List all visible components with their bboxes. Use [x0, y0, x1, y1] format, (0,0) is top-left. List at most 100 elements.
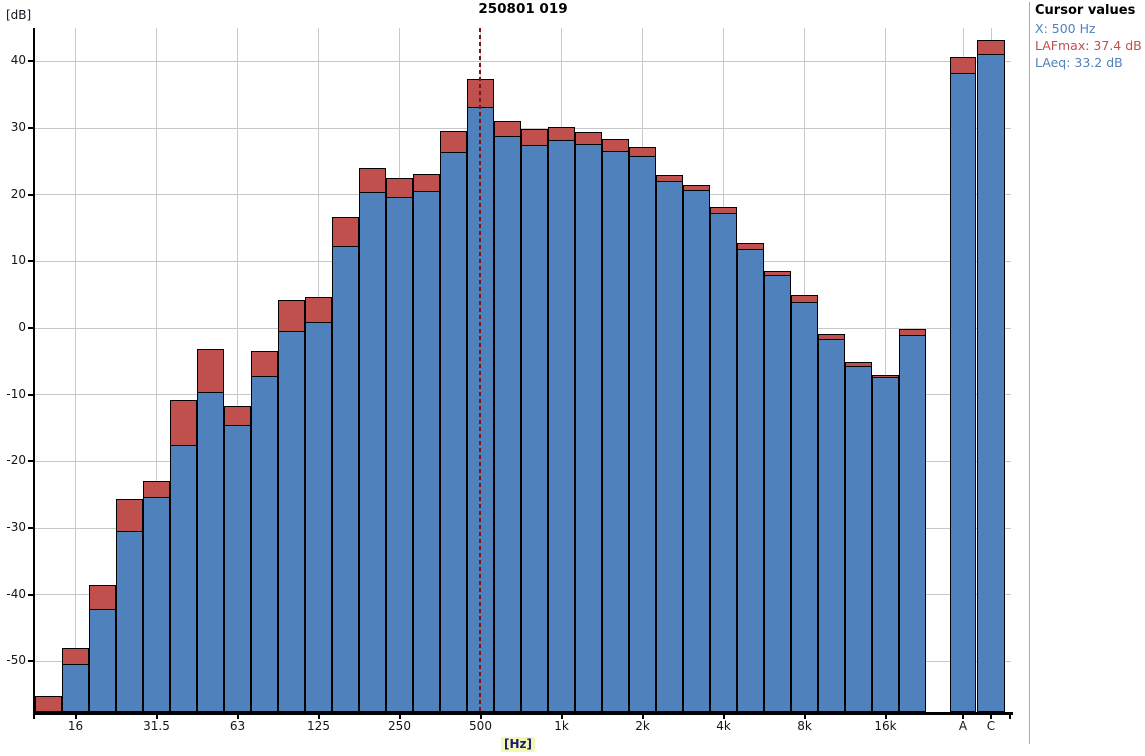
spectrum-chart[interactable]: 250801 019 [dB] [Hz] 40 30 20 10 0 -10 -20 -30 -… — [0, 0, 1030, 756]
bar-lafmax-1.25k[interactable] — [575, 132, 602, 145]
bar-lafmax-6.3k[interactable] — [764, 270, 791, 277]
bar-laeq-5k[interactable] — [737, 249, 764, 712]
x-tick-label-16: 16 — [67, 719, 84, 733]
bar-lafmax-400[interactable] — [440, 131, 467, 153]
bar-laeq-1.6k[interactable] — [602, 150, 629, 712]
bar-laeq-6.3k[interactable] — [764, 275, 791, 712]
bar-lafmax-20[interactable] — [89, 585, 116, 611]
bar-lafmax-31.5[interactable] — [143, 480, 170, 498]
bar-laeq-3.15k[interactable] — [683, 190, 710, 712]
bar-lafmax-1.6k[interactable] — [602, 138, 629, 152]
bar-laeq-25[interactable] — [116, 531, 143, 712]
x-tick-label-4k: 4k — [716, 719, 731, 733]
bar-laeq-10k[interactable] — [818, 338, 845, 712]
bar-lafmax-16[interactable] — [62, 648, 89, 665]
bar-lafmax-A[interactable] — [950, 57, 976, 74]
bar-lafmax-63[interactable] — [224, 406, 251, 427]
bar-laeq-4k[interactable] — [710, 212, 737, 712]
plot-area[interactable] — [35, 28, 1011, 712]
bar-lafmax-12.5k[interactable] — [845, 362, 872, 367]
bar-laeq-50[interactable] — [197, 392, 224, 712]
bar-lafmax-80[interactable] — [251, 351, 278, 377]
bar-lafmax-8k[interactable] — [791, 295, 818, 303]
bar-laeq-16k[interactable] — [872, 377, 899, 712]
y-tick--50 — [28, 660, 33, 663]
x-tick-250 — [398, 715, 401, 719]
bar-laeq-20k[interactable] — [899, 335, 926, 712]
h-gridline-30db — [35, 127, 1011, 129]
cursor-line[interactable] — [479, 28, 481, 712]
bar-laeq-12.5k[interactable] — [845, 366, 872, 712]
cursor-values-heading: Cursor values — [1035, 3, 1136, 18]
bar-laeq-8k[interactable] — [791, 302, 818, 712]
x-axis-line — [33, 712, 1013, 715]
y-tick--10 — [28, 393, 33, 396]
bar-laeq-200[interactable] — [359, 192, 386, 712]
y-tick--30 — [28, 527, 33, 529]
bar-laeq-800[interactable] — [521, 144, 548, 712]
x-tick-axis-start — [33, 715, 35, 719]
bar-laeq-1.25k[interactable] — [575, 144, 602, 712]
bar-laeq-A[interactable] — [950, 72, 976, 712]
x-tick-63 — [236, 715, 239, 719]
x-tick-500 — [479, 715, 482, 719]
y-tick-label--10: -10 — [6, 386, 26, 401]
bar-laeq-16[interactable] — [62, 664, 89, 712]
bar-lafmax-125[interactable] — [305, 297, 332, 323]
bar-lafmax-200[interactable] — [359, 168, 386, 193]
cursor-x-value: X: 500 Hz — [1035, 21, 1096, 36]
bar-lafmax-100[interactable] — [278, 300, 305, 333]
h-gridline-40db — [35, 60, 1011, 62]
x-tick-31.5 — [155, 715, 158, 719]
bar-lafmax-20k[interactable] — [899, 328, 926, 337]
y-tick-label-40: 40 — [10, 53, 26, 68]
bar-lafmax-12.5[interactable] — [35, 696, 62, 712]
bar-laeq-63[interactable] — [224, 425, 251, 712]
bar-lafmax-2k[interactable] — [629, 146, 656, 157]
x-tick-label-63: 63 — [229, 719, 246, 733]
chart-title: 250801 019 — [478, 1, 568, 17]
x-tick-16k — [884, 715, 887, 719]
y-tick-label--50: -50 — [6, 653, 26, 668]
bar-lafmax-10k[interactable] — [818, 334, 845, 340]
x-tick-label-A: A — [958, 719, 968, 733]
bar-laeq-2k[interactable] — [629, 156, 656, 712]
y-tick-20 — [28, 193, 33, 196]
bar-laeq-40[interactable] — [170, 445, 197, 712]
y-tick-label--30: -30 — [6, 520, 26, 534]
bar-lafmax-2.5k[interactable] — [656, 174, 683, 182]
bar-laeq-630[interactable] — [494, 136, 521, 712]
x-tick-125 — [317, 715, 320, 719]
y-tick--20 — [28, 460, 33, 463]
bar-lafmax-40[interactable] — [170, 400, 197, 447]
bar-lafmax-630[interactable] — [494, 121, 521, 137]
bar-lafmax-1k[interactable] — [548, 126, 575, 141]
y-tick-30 — [28, 127, 33, 129]
bar-laeq-80[interactable] — [251, 376, 278, 712]
bar-lafmax-5k[interactable] — [737, 243, 764, 251]
bar-laeq-31.5[interactable] — [143, 496, 170, 712]
y-tick--40 — [28, 593, 33, 596]
bar-laeq-250[interactable] — [386, 197, 413, 712]
bar-lafmax-25[interactable] — [116, 499, 143, 533]
bar-laeq-160[interactable] — [332, 246, 359, 712]
bar-lafmax-16k[interactable] — [872, 375, 899, 379]
bar-laeq-1k[interactable] — [548, 140, 575, 712]
bar-lafmax-250[interactable] — [386, 178, 413, 199]
bar-lafmax-800[interactable] — [521, 128, 548, 146]
bar-laeq-125[interactable] — [305, 322, 332, 712]
bar-laeq-2.5k[interactable] — [656, 180, 683, 712]
bar-laeq-315[interactable] — [413, 191, 440, 712]
bar-lafmax-4k[interactable] — [710, 207, 737, 214]
bar-lafmax-50[interactable] — [197, 348, 224, 393]
bar-laeq-C[interactable] — [977, 54, 1005, 712]
bar-laeq-100[interactable] — [278, 331, 305, 712]
bar-lafmax-315[interactable] — [413, 174, 440, 193]
bar-lafmax-C[interactable] — [977, 40, 1005, 55]
bar-lafmax-3.15k[interactable] — [683, 185, 710, 191]
x-tick-2k — [641, 715, 644, 719]
bar-lafmax-160[interactable] — [332, 217, 359, 247]
bar-laeq-20[interactable] — [89, 609, 116, 712]
bar-laeq-400[interactable] — [440, 152, 467, 712]
